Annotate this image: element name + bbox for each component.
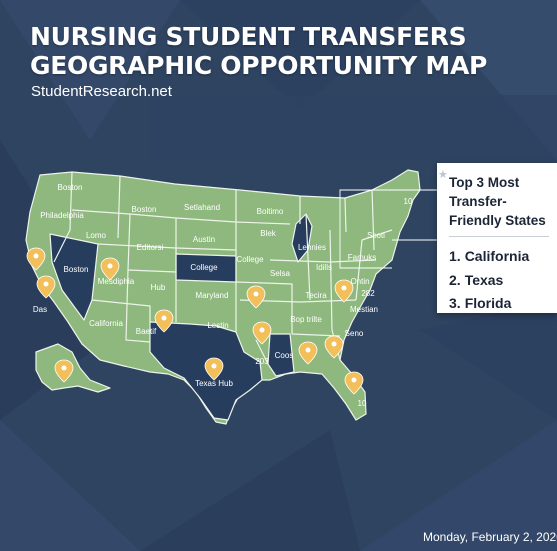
- map-label: Lestin: [207, 321, 228, 330]
- source-label: StudentResearch.net: [31, 83, 172, 100]
- pin-california-mid: [36, 275, 56, 299]
- map-label: Tecira: [305, 291, 327, 300]
- pin-dots: [33, 253, 357, 383]
- map-label: Lomo: [86, 231, 107, 240]
- map-label: Selsa: [270, 269, 291, 278]
- pin-california-north: [26, 247, 46, 271]
- map-label: Maryland: [196, 291, 229, 300]
- title-line-1: NURSING STUDENT TRANSFERS: [30, 22, 467, 51]
- map-label: Seno: [345, 329, 364, 338]
- pin-arizona: [154, 309, 174, 333]
- map-label: California: [89, 319, 123, 328]
- top-state-item: 2. Texas: [449, 269, 557, 293]
- map-label: Idills: [316, 263, 332, 272]
- state-name: Florida: [464, 295, 512, 311]
- pin-alabama: [298, 341, 318, 365]
- map-label: Famuks: [348, 253, 376, 262]
- map-label: Setlahand: [184, 203, 220, 212]
- callout-heading: Top 3 Most Transfer-Friendly States: [449, 173, 549, 237]
- rank-number: 3.: [449, 295, 461, 311]
- pin-florida: [344, 371, 364, 395]
- map-label: Austin: [193, 235, 215, 244]
- callout-connector: [339, 189, 437, 269]
- map-title: NURSING STUDENT TRANSFERS GEOGRAPHIC OPP…: [30, 22, 487, 80]
- pin-utah: [100, 257, 120, 281]
- top-states-callout: Top 3 Most Transfer-Friendly States 1. Ca…: [437, 163, 557, 313]
- map-label: Ontin: [350, 277, 369, 286]
- map-label: Texas Hub: [195, 379, 233, 388]
- map-label: College: [236, 255, 264, 264]
- pin-missouri: [246, 285, 266, 309]
- rank-number: 1.: [449, 248, 461, 264]
- top-state-item: 3. Florida: [449, 292, 557, 316]
- state-name: Texas: [464, 271, 504, 288]
- us-mainland: [25, 169, 421, 425]
- map-label: Scotl: [367, 231, 385, 240]
- pin-alaska: [54, 359, 74, 383]
- state-texas: [149, 321, 263, 421]
- map-label: Das: [33, 305, 47, 314]
- map-label: Lennies: [298, 243, 326, 252]
- map-label: Mestian: [350, 305, 378, 314]
- pin-texas-hub: [204, 357, 224, 381]
- map-label: Mesdiphia: [98, 277, 135, 286]
- map-label: Blek: [260, 229, 277, 238]
- date-stamp: Monday, February 2, 2026: [423, 530, 557, 544]
- map-label: Hub: [151, 283, 166, 292]
- star-icon: ★: [438, 169, 448, 181]
- map-label: 203: [255, 357, 269, 366]
- map-label: Boltimo: [257, 207, 284, 216]
- map-label: 282: [361, 289, 375, 298]
- top-states-list: 1. California 2. Texas 3. Florida: [449, 237, 557, 316]
- map-label: Philadelphia: [40, 211, 84, 220]
- map-label: Boston: [58, 183, 83, 192]
- pin-group: [26, 247, 364, 395]
- map-label: Boston: [132, 205, 157, 214]
- map-label: Bop trilte: [290, 315, 322, 324]
- map-label: College: [190, 263, 218, 272]
- map-label: Coos: [275, 351, 294, 360]
- state-mississippi: [267, 333, 295, 377]
- pin-ohio: [334, 279, 354, 303]
- title-line-2: GEOGRAPHIC OPPORTUNITY MAP: [30, 51, 488, 80]
- top-state-item: 1. California: [449, 245, 557, 269]
- pin-georgia: [324, 335, 344, 359]
- map-label: Editorsi: [137, 243, 164, 252]
- rank-number: 2.: [449, 271, 461, 288]
- map-label: Baetif: [136, 327, 157, 336]
- map-label: Boston: [64, 265, 89, 274]
- map-label: 10: [404, 197, 413, 206]
- state-name: California: [464, 248, 530, 264]
- map-label: 10: [358, 399, 367, 408]
- pin-arkansas: [252, 321, 272, 345]
